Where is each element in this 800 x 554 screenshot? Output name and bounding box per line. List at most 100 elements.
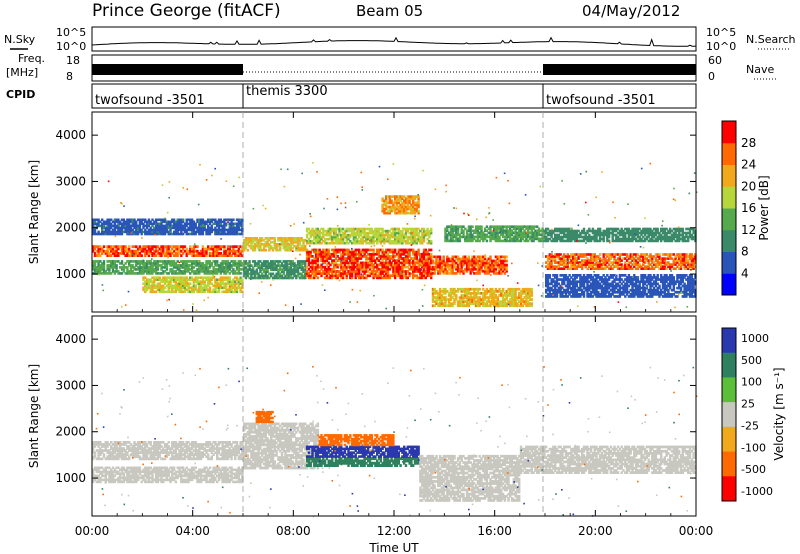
- heatmap-cell: [507, 287, 510, 291]
- heatmap-cell: [144, 270, 147, 273]
- heatmap-cell: [482, 235, 485, 239]
- heatmap-cell: [199, 290, 203, 294]
- heatmap-cell: [419, 276, 422, 280]
- heatmap-cell: [131, 222, 134, 226]
- heatmap-cell: [158, 228, 161, 232]
- heatmap-cell: [579, 261, 582, 264]
- heatmap-cell: [273, 241, 276, 244]
- heatmap-cell: [503, 292, 507, 295]
- heatmap-cell: [349, 270, 352, 273]
- heatmap-cell: [431, 272, 435, 275]
- heatmap-cell: [582, 259, 586, 262]
- heatmap-cell: [487, 265, 490, 269]
- heatmap-cell: [381, 255, 384, 258]
- heatmap-cell: [250, 246, 253, 250]
- heatmap-cell: [347, 263, 350, 267]
- heatmap-cell: [117, 245, 120, 249]
- heatmap-cell: [95, 254, 98, 257]
- heatmap-cell: [536, 229, 539, 233]
- heatmap-cell: [365, 239, 368, 243]
- heatmap-cell: [95, 245, 98, 249]
- heatmap-cell: [383, 241, 386, 245]
- heatmap-cell: [347, 248, 350, 252]
- heatmap-cell: [428, 233, 431, 237]
- heatmap-cell: [406, 250, 409, 254]
- heatmap-cell: [460, 257, 463, 261]
- heatmap-cell: [379, 237, 382, 241]
- heatmap-cell: [279, 274, 282, 278]
- heatmap-cell: [359, 257, 363, 260]
- heatmap-cell: [277, 264, 280, 267]
- heatmap-cell: [368, 274, 372, 278]
- heatmap-cell: [460, 287, 463, 291]
- heatmap-cell: [144, 288, 147, 292]
- heatmap-cell: [415, 261, 418, 265]
- heatmap-cell: [232, 272, 235, 275]
- heatmap-cell: [93, 254, 97, 257]
- heatmap-cell: [417, 235, 420, 239]
- heatmap-cell: [498, 265, 501, 269]
- heatmap-cell: [469, 272, 472, 275]
- heatmap-cell: [352, 235, 356, 239]
- heatmap-cell: [120, 222, 124, 226]
- heatmap-cell: [153, 270, 156, 273]
- heatmap-cell: [505, 255, 508, 259]
- heatmap-cell: [115, 245, 118, 249]
- heatmap-cell: [163, 262, 167, 265]
- heatmap-cell: [102, 222, 106, 226]
- heatmap-cell: [192, 232, 196, 236]
- heatmap-cell: [417, 197, 420, 201]
- heatmap-cell: [453, 290, 456, 293]
- heatmap-cell: [280, 274, 284, 278]
- heatmap-cell: [620, 267, 623, 270]
- heatmap-cell: [178, 276, 181, 279]
- heatmap-cell: [440, 304, 444, 308]
- heatmap-cell: [217, 222, 221, 226]
- heatmap-cell: [658, 263, 661, 266]
- heatmap-cell: [365, 250, 368, 254]
- heatmap-cell: [394, 199, 397, 203]
- heatmap-cell: [500, 259, 503, 263]
- heatmap-cell: [649, 263, 652, 266]
- heatmap-cell: [131, 254, 134, 257]
- heatmap-cell: [235, 224, 239, 228]
- heatmap-cell: [133, 260, 136, 263]
- heatmap-cell: [198, 264, 201, 267]
- heatmap-cell: [426, 229, 429, 233]
- heatmap-cell: [652, 263, 656, 266]
- heatmap-cell: [616, 267, 620, 270]
- heatmap-cell: [359, 250, 363, 254]
- heatmap-cell: [431, 292, 435, 295]
- heatmap-cell: [395, 195, 399, 198]
- heatmap-cell: [401, 274, 404, 278]
- heatmap-cell: [156, 282, 160, 285]
- heatmap-cell: [230, 220, 233, 224]
- heatmap-cell: [453, 298, 456, 301]
- heatmap-cell: [291, 270, 294, 274]
- heatmap-cell: [327, 255, 330, 258]
- heatmap-cell: [530, 298, 533, 301]
- heatmap-cell: [609, 265, 613, 268]
- heatmap-cell: [645, 259, 649, 262]
- heatmap-cell: [228, 262, 231, 265]
- heatmap-cell: [104, 232, 107, 236]
- heatmap-cell: [262, 270, 266, 274]
- heatmap-cell: [97, 222, 100, 226]
- heatmap-cell: [147, 252, 151, 255]
- heatmap-cell: [460, 225, 463, 228]
- heatmap-cell: [110, 266, 113, 269]
- heatmap-cell: [248, 239, 251, 242]
- heatmap-cell: [500, 294, 503, 297]
- heatmap-cell: [478, 233, 481, 237]
- heatmap-cell: [480, 225, 483, 228]
- heatmap-cell: [401, 209, 404, 213]
- heatmap-cell: [649, 259, 652, 262]
- heatmap-cell: [287, 270, 291, 274]
- heatmap-cell: [136, 254, 140, 257]
- heatmap-cell: [241, 249, 244, 253]
- heatmap-cell: [500, 269, 503, 273]
- heatmap-cell: [192, 290, 196, 294]
- heatmap-cell: [208, 228, 212, 232]
- heatmap-cell: [167, 288, 170, 292]
- heatmap-cell: [111, 247, 115, 251]
